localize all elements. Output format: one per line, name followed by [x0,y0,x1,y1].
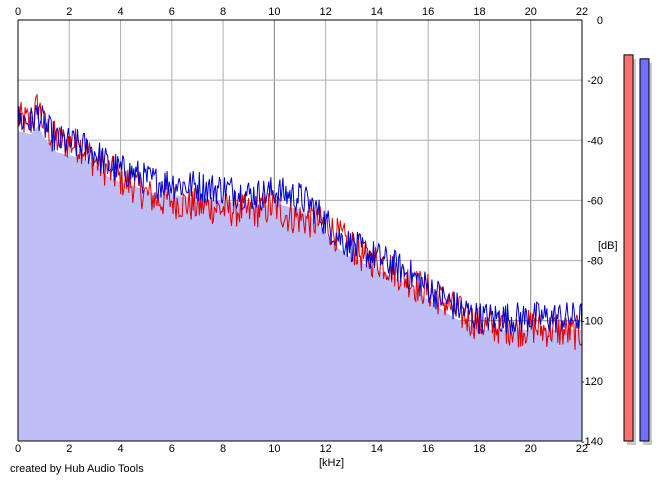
x-tick-label-bottom: 22 [576,443,588,455]
x-tick-label-top: 2 [66,6,72,18]
x-tick-label-top: 22 [576,6,588,18]
x-axis-label: [kHz] [319,457,345,469]
x-tick-label-bottom: 20 [525,443,537,455]
y-tick-label: -60 [587,195,603,207]
series-lines [17,93,583,351]
x-tick-label-top: 20 [525,6,537,18]
y-tick-label: -40 [587,135,603,147]
x-tick-label-top: 10 [268,6,280,18]
x-tick-label-bottom: 16 [422,443,434,455]
y-axis-label: [dB] [598,240,618,252]
x-tick-label-bottom: 6 [169,443,175,455]
x-tick-label-bottom: 14 [371,443,383,455]
x-tick-label-top: 16 [422,6,434,18]
x-tick-label-top: 4 [117,6,123,18]
y-tick-label: -80 [587,256,603,268]
credit-text: created by Hub Audio Tools [10,463,144,475]
x-tick-label-bottom: 8 [220,443,226,455]
level-meter-red [623,54,634,442]
tick-labels: 002244668810101212141416161818202022220-… [15,6,603,455]
x-tick-label-top: 0 [15,6,21,18]
y-tick-label: -120 [581,376,603,388]
x-tick-label-bottom: 4 [117,443,123,455]
y-tick-label: -140 [581,436,603,448]
y-tick-label: -20 [587,75,603,87]
series-line-red [17,93,583,351]
level-meters [623,54,652,445]
x-tick-label-top: 18 [473,6,485,18]
x-tick-label-top: 12 [320,6,332,18]
x-tick-label-bottom: 2 [66,443,72,455]
y-tick-label: 0 [597,15,603,27]
x-tick-label-bottom: 12 [320,443,332,455]
x-tick-label-top: 14 [371,6,383,18]
level-meter-blue [639,58,650,442]
x-tick-label-bottom: 18 [473,443,485,455]
series-line-blue [17,105,583,335]
x-tick-label-bottom: 10 [268,443,280,455]
x-tick-label-top: 8 [220,6,226,18]
x-tick-label-bottom: 0 [15,443,21,455]
x-tick-label-top: 6 [169,6,175,18]
axes [17,19,583,442]
y-tick-label: -100 [581,316,603,328]
